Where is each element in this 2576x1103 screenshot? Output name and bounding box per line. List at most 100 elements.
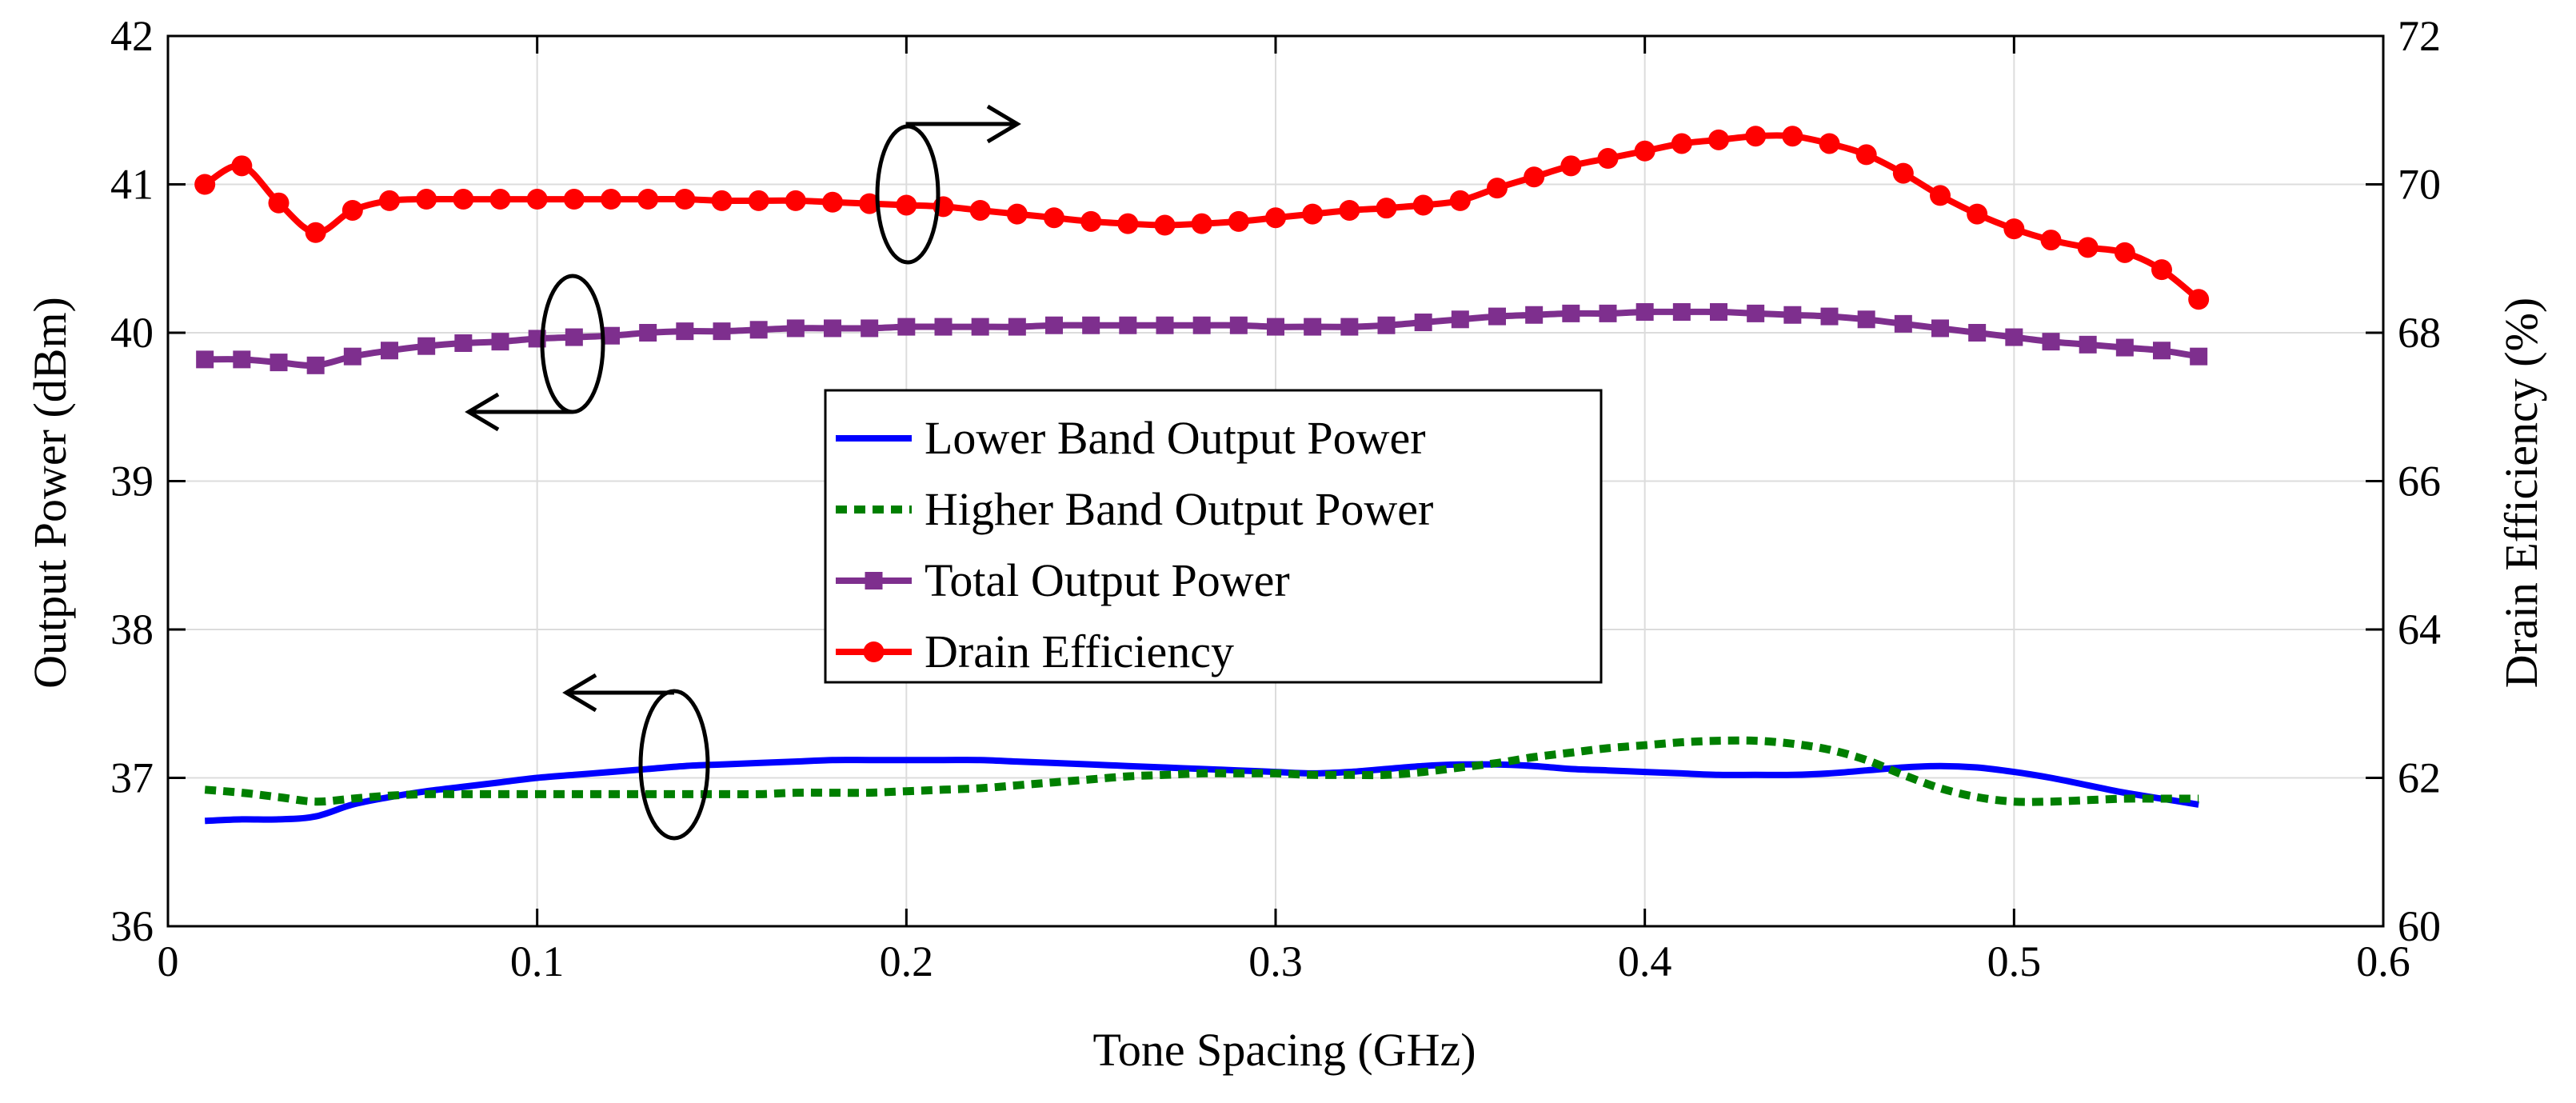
data-point — [1006, 203, 1028, 225]
data-point — [1560, 155, 1582, 177]
x-tick-label: 0.2 — [880, 937, 934, 985]
legend-entry-higher-band-output-power: Higher Band Output Power — [836, 483, 1433, 535]
y-right-tick-label: 66 — [2398, 458, 2441, 506]
series-line-lower-band-output-power — [205, 757, 2199, 825]
data-point — [2077, 237, 2099, 258]
y-left-tick-label: 36 — [110, 902, 154, 950]
data-point — [1229, 316, 1248, 334]
y-right-tick-label: 72 — [2398, 12, 2441, 60]
y-left-tick-label: 37 — [110, 754, 154, 802]
data-point — [1488, 307, 1506, 326]
y-right-tick-label: 64 — [2398, 605, 2441, 653]
data-point — [268, 192, 290, 214]
data-point — [491, 333, 509, 351]
data-point — [713, 322, 731, 341]
x-tick-label: 0.3 — [1248, 937, 1303, 985]
data-point — [1267, 318, 1284, 336]
data-point — [711, 190, 733, 211]
data-point — [306, 356, 325, 374]
legend: Lower Band Output Power Higher Band Outpu… — [824, 389, 1603, 684]
data-point — [676, 322, 694, 341]
data-point — [233, 350, 251, 369]
data-point — [1377, 316, 1396, 334]
data-point — [489, 189, 511, 210]
data-point — [1855, 144, 1877, 166]
x-axis-title: Tone Spacing (GHz) — [1092, 1024, 1476, 1076]
data-point — [231, 155, 253, 177]
y-left-tick-label: 42 — [110, 12, 154, 60]
data-point — [1782, 126, 1803, 147]
series-total-output-power — [196, 303, 2208, 374]
data-point — [381, 342, 398, 360]
data-point — [196, 350, 214, 369]
data-point — [1597, 148, 1619, 170]
x-tick-label: 0.1 — [510, 937, 565, 985]
data-point — [602, 326, 620, 345]
data-point — [822, 191, 843, 213]
series-lower-band-output-power — [205, 757, 2199, 825]
data-point — [786, 319, 805, 338]
data-point — [1599, 304, 1617, 322]
data-point — [1339, 199, 1360, 221]
legend-entry-lower-band-output-power: Lower Band Output Power — [836, 412, 1426, 464]
data-point — [1154, 214, 1176, 236]
axis-ticks: 0 0.1 0.2 0.3 0.4 0.5 0.6 36 37 38 39 40 41 42 60 62 64 6… — [110, 12, 2441, 985]
data-point — [1894, 314, 1912, 333]
legend-marker — [865, 572, 883, 589]
data-point — [1562, 304, 1580, 322]
data-point — [1008, 318, 1026, 336]
data-point — [454, 334, 473, 352]
legend-label: Total Output Power — [925, 554, 1290, 606]
data-point — [1119, 316, 1137, 334]
y-left-tick-label: 38 — [110, 605, 154, 653]
data-point — [934, 318, 953, 336]
data-point — [637, 189, 659, 210]
x-tick-label: 0.6 — [2356, 937, 2410, 985]
data-point — [2190, 347, 2208, 366]
data-point — [1045, 316, 1063, 334]
legend-label: Drain Efficiency — [925, 625, 1234, 677]
plot-series — [194, 126, 2210, 825]
data-point — [563, 189, 585, 210]
data-point — [1117, 213, 1139, 234]
data-point — [194, 174, 216, 195]
y-right-tick-label: 70 — [2398, 161, 2441, 209]
data-point — [1968, 324, 1987, 342]
y-left-tick-label: 40 — [110, 309, 154, 357]
data-point — [1967, 203, 1988, 225]
data-point — [1191, 213, 1212, 234]
data-point — [1228, 210, 1249, 232]
data-point — [2115, 338, 2134, 357]
data-point — [270, 354, 288, 372]
arrow-left-band-power-icon — [562, 673, 710, 841]
data-point — [601, 189, 621, 210]
data-point — [2079, 335, 2097, 354]
x-tick-label: 0.5 — [1987, 937, 2042, 985]
data-point — [1708, 129, 1729, 150]
data-point — [1783, 306, 1802, 324]
data-point — [1525, 306, 1544, 324]
data-point — [1671, 133, 1692, 154]
data-point — [305, 222, 326, 243]
data-point — [1304, 318, 1322, 336]
data-point — [1412, 194, 1434, 216]
data-point — [1819, 133, 1840, 154]
data-point — [2005, 328, 2023, 346]
data-point — [526, 189, 548, 210]
data-point — [1892, 162, 1914, 184]
data-point — [2188, 289, 2210, 310]
data-point — [859, 193, 881, 214]
data-point — [1449, 190, 1471, 211]
data-point — [2040, 230, 2062, 251]
x-tick-label: 0.4 — [1618, 937, 1672, 985]
data-point — [1487, 178, 1508, 199]
data-point — [1376, 198, 1397, 219]
y-right-tick-label: 68 — [2398, 309, 2441, 357]
data-point — [639, 324, 657, 342]
data-point — [971, 318, 989, 336]
data-point — [2003, 218, 2025, 240]
data-point — [565, 328, 583, 346]
data-point — [343, 347, 361, 366]
legend-label: Lower Band Output Power — [925, 412, 1426, 464]
